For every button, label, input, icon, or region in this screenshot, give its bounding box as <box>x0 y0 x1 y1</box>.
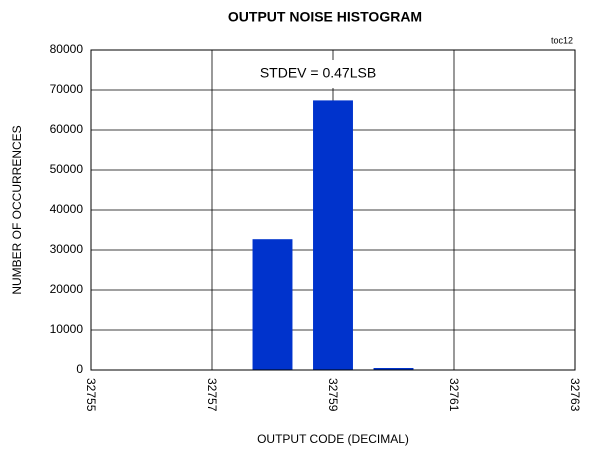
x-axis-label: OUTPUT CODE (DECIMAL) <box>257 432 409 446</box>
x-tick-label: 32759 <box>326 378 340 412</box>
y-tick-label: 20000 <box>50 282 84 296</box>
x-tick-label: 32761 <box>447 378 461 412</box>
annotation-box <box>250 60 440 88</box>
y-axis-label: NUMBER OF OCCURRENCES <box>10 125 24 294</box>
y-tick-label: 30000 <box>50 242 84 256</box>
y-tick-label: 70000 <box>50 82 84 96</box>
annotation: STDEV = 0.47LSB <box>260 65 376 81</box>
y-tick-label: 0 <box>76 362 83 376</box>
y-tick-label: 10000 <box>50 322 84 336</box>
bar <box>373 368 414 370</box>
x-tick-label: 32755 <box>84 378 98 412</box>
chart-title: OUTPUT NOISE HISTOGRAM <box>228 9 422 25</box>
y-tick-label: 40000 <box>50 202 84 216</box>
note: toc12 <box>551 35 573 45</box>
bar <box>313 100 353 371</box>
y-tick-label: 50000 <box>50 162 84 176</box>
plot-frame <box>90 49 576 371</box>
y-tick-label: 80000 <box>50 42 84 56</box>
bar <box>252 239 293 370</box>
y-tick-label: 60000 <box>50 122 84 136</box>
x-tick-label: 32763 <box>568 378 582 412</box>
x-tick-label: 32757 <box>205 378 219 412</box>
